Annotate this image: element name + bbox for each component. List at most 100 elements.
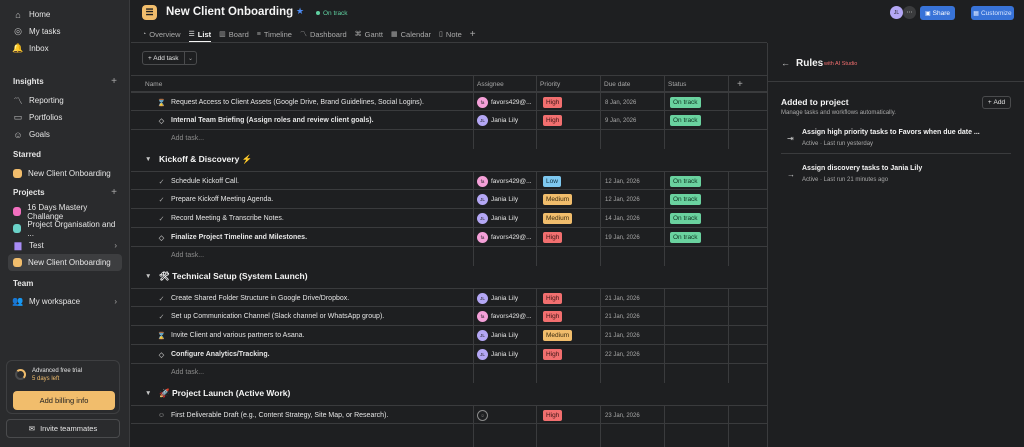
nav-inbox[interactable]: 🔔 Inbox <box>0 40 130 57</box>
assignee-cell[interactable]: fa favors429@... <box>477 307 532 326</box>
due-date-cell[interactable]: 23 Jan, 2026 <box>605 412 640 419</box>
col-assignee[interactable]: Assignee <box>477 80 504 88</box>
col-status[interactable]: Status <box>668 80 687 88</box>
task-name-cell[interactable]: ✓ Set up Communication Channel (Slack cha… <box>157 307 385 326</box>
priority-badge[interactable]: High <box>543 349 563 360</box>
chevron-down-icon[interactable]: ▼ <box>145 273 152 280</box>
task-name-cell[interactable]: ⌛ Request Access to Client Assets (Google… <box>157 93 424 112</box>
col-due-date[interactable]: Due date <box>604 80 631 88</box>
assignee-cell[interactable]: fa favors429@... <box>477 228 532 247</box>
due-date-cell[interactable]: 9 Jan, 2026 <box>605 117 637 124</box>
back-arrow-icon[interactable]: ← <box>781 58 790 68</box>
add-tab-button[interactable]: + <box>469 28 476 40</box>
status-badge[interactable]: On track <box>670 115 701 126</box>
assignee-cell[interactable]: JL Jania Lily <box>477 326 518 345</box>
team-item-workspace[interactable]: 👥 My workspace › <box>0 293 130 310</box>
tab-dashboard[interactable]: 〽 Dashboard <box>300 27 347 41</box>
add-task-link[interactable]: Add task... <box>171 135 205 142</box>
due-date-cell[interactable]: 22 Jan, 2026 <box>605 351 640 358</box>
task-name-cell[interactable]: ◇ Internal Team Briefing (Assign roles an… <box>157 111 374 130</box>
task-name-cell[interactable]: ☺ First Deliverable Draft (e.g., Content … <box>157 406 388 425</box>
table-row[interactable]: ✓ Schedule Kickoff Call. fa favors429@... Lo… <box>131 171 767 190</box>
chevron-down-icon[interactable]: ⌄ <box>184 52 196 64</box>
priority-badge[interactable]: High <box>543 232 563 243</box>
tab-gantt[interactable]: ⌘ Gantt <box>355 27 383 41</box>
task-name-cell[interactable]: ◇ Finalize Project Timeline and Milestone… <box>157 228 307 247</box>
avatar[interactable]: JL <box>890 6 903 19</box>
due-date-cell[interactable]: 21 Jan, 2026 <box>605 295 640 302</box>
invite-teammates-button[interactable]: ✉ Invite teammates <box>6 419 120 438</box>
chevron-down-icon[interactable]: ▼ <box>145 390 152 397</box>
tab-overview[interactable]: ◔ Overview <box>142 27 181 41</box>
priority-badge[interactable]: High <box>543 293 563 304</box>
task-name-cell[interactable]: ✓ Create Shared Folder Structure in Googl… <box>157 289 350 308</box>
section-header[interactable]: ▼ Kickoff & Discovery ⚡ <box>131 149 767 171</box>
add-task-row[interactable]: Add task... <box>131 364 767 383</box>
task-name-cell[interactable]: ✓ Schedule Kickoff Call. <box>157 172 239 191</box>
nav-portfolios[interactable]: ▭ Portfolios <box>0 109 130 126</box>
table-row[interactable]: ✓ Record Meeting & Transcribe Notes. JL Jan… <box>131 209 767 228</box>
col-priority[interactable]: Priority <box>540 80 561 88</box>
task-name-cell[interactable]: ✓ Record Meeting & Transcribe Notes. <box>157 209 284 228</box>
check-circle-icon[interactable]: ✓ <box>158 313 165 321</box>
due-date-cell[interactable]: 12 Jan, 2026 <box>605 196 640 203</box>
add-task-link[interactable]: Add task... <box>171 369 205 376</box>
tab-timeline[interactable]: ≡ Timeline <box>257 27 292 41</box>
priority-badge[interactable]: Medium <box>543 194 573 205</box>
priority-badge[interactable]: Low <box>543 176 561 187</box>
table-row[interactable]: ⌛ Invite Client and various partners to A… <box>131 326 767 345</box>
add-column-button[interactable]: + <box>737 78 743 90</box>
table-row[interactable]: ☺ First Deliverable Draft (e.g., Content … <box>131 405 767 424</box>
status-badge[interactable]: On track <box>670 97 701 108</box>
share-button[interactable]: ▣ Share <box>920 6 955 20</box>
priority-badge[interactable]: High <box>543 410 563 421</box>
table-row[interactable]: ✓ Set up Communication Channel (Slack cha… <box>131 307 767 326</box>
check-circle-icon[interactable]: ✓ <box>158 295 165 303</box>
nav-my-tasks[interactable]: ◎ My tasks <box>0 23 130 40</box>
chevron-down-icon[interactable]: ▼ <box>145 156 152 163</box>
project-item-organisation[interactable]: Project Organisation and ... <box>0 220 130 238</box>
add-project-icon[interactable]: + <box>111 186 117 198</box>
status-badge[interactable]: On track <box>670 232 701 243</box>
customize-button[interactable]: ▦ Customize <box>971 6 1014 20</box>
table-row[interactable]: ⌛ Request Access to Client Assets (Google… <box>131 92 767 111</box>
assignee-cell[interactable]: JL Jania Lily <box>477 209 518 228</box>
chevron-right-icon[interactable]: › <box>114 241 117 250</box>
add-task-row[interactable]: Add task... <box>131 130 767 149</box>
section-header[interactable]: ▼ 🛠 Technical Setup (System Launch) <box>131 266 767 288</box>
table-row[interactable]: ✓ Create Shared Folder Structure in Googl… <box>131 288 767 307</box>
project-item-test[interactable]: ▆ Test › <box>0 237 130 254</box>
rule-item[interactable]: ⇥ Assign high priority tasks to Favors w… <box>781 126 1011 154</box>
tab-board[interactable]: ▥ Board <box>219 27 249 41</box>
task-name-cell[interactable]: ✓ Prepare Kickoff Meeting Agenda. <box>157 190 274 209</box>
ai-studio-label[interactable]: with AI Studio <box>824 61 858 67</box>
task-name-cell[interactable]: ◇ Configure Analytics/Tracking. <box>157 345 270 364</box>
hourglass-icon[interactable]: ⌛ <box>157 332 166 340</box>
section-header[interactable]: ▼ 🚀 Project Launch (Active Work) <box>131 383 767 405</box>
due-date-cell[interactable]: 21 Jan, 2026 <box>605 332 640 339</box>
add-task-row[interactable]: Add task... <box>131 247 767 266</box>
assignee-cell[interactable]: ☺ <box>477 406 491 425</box>
due-date-cell[interactable]: 8 Jan, 2026 <box>605 99 637 106</box>
assignee-cell[interactable]: fa favors429@... <box>477 172 532 191</box>
priority-badge[interactable]: Medium <box>543 330 573 341</box>
nav-reporting[interactable]: 〽 Reporting <box>0 92 130 109</box>
project-item-16-days[interactable]: 16 Days Mastery Challange <box>0 203 130 221</box>
chevron-down-icon[interactable]: ⌄ <box>286 8 293 17</box>
star-icon[interactable]: ★ <box>296 6 305 16</box>
priority-badge[interactable]: High <box>543 311 563 322</box>
add-task-button[interactable]: + Add task ⌄ <box>142 51 197 65</box>
milestone-icon[interactable]: ◇ <box>158 234 165 242</box>
tab-list[interactable]: ☰ List <box>188 27 211 42</box>
tab-note[interactable]: ▯ Note <box>439 27 462 41</box>
table-row[interactable]: ◇ Internal Team Briefing (Assign roles an… <box>131 111 767 130</box>
status-badge[interactable]: On track <box>670 213 701 224</box>
assignee-cell[interactable]: JL Jania Lily <box>477 345 518 364</box>
status-badge[interactable]: On track <box>670 194 701 205</box>
due-date-cell[interactable]: 19 Jan, 2026 <box>605 234 640 241</box>
chevron-right-icon[interactable]: › <box>114 297 117 306</box>
assignee-cell[interactable]: JL Jania Lily <box>477 190 518 209</box>
check-circle-icon[interactable]: ✓ <box>158 178 165 186</box>
milestone-icon[interactable]: ◇ <box>158 351 165 359</box>
due-date-cell[interactable]: 12 Jan, 2026 <box>605 178 640 185</box>
